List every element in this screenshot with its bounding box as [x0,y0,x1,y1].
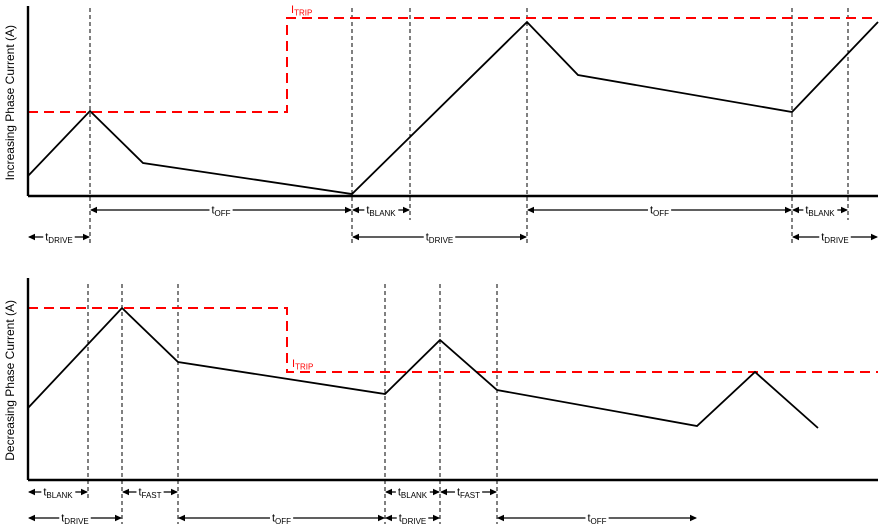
panel-decreasing: ITRIP tBLANK tFAST tDRIVE tOFF tBLANK tFAST tDR… [26,278,878,527]
arrowhead-left-icon [28,514,35,522]
arrowhead-right-icon [433,514,440,522]
timing-label: tBLANK [43,487,73,501]
label-background [803,204,838,218]
timing-label: tBLANK [805,205,835,219]
timing-annotation: tDRIVE [28,512,122,527]
timing-label: tDRIVE [61,513,89,527]
timing-annotation: tBLANK [352,204,410,219]
timing-annotation: tOFF [497,512,697,527]
itrip-threshold-line [28,17,878,113]
label-background [454,486,483,500]
arrowhead-right-icon [81,488,88,496]
timing-label: tOFF [650,205,669,219]
label-background [395,486,430,500]
timing-annotation: tOFF [178,512,385,527]
arrowhead-left-icon [385,488,392,496]
timing-annotation: tOFF [527,204,792,219]
timing-label: tDRIVE [399,513,427,527]
arrowhead-right-icon [83,233,90,241]
label-background [423,231,456,245]
timing-annotation: tFAST [440,486,497,501]
timing-label: tOFF [272,513,291,527]
arrowhead-right-icon [841,206,848,214]
label-background [819,231,851,245]
arrowhead-left-icon [178,514,185,522]
arrowhead-right-icon [345,206,352,214]
label-background [269,512,294,526]
arrowhead-right-icon [490,488,497,496]
arrowhead-left-icon [352,233,359,241]
timing-label: tFAST [138,487,161,501]
label-background [209,204,233,218]
arrowhead-left-icon [90,206,97,214]
arrowhead-left-icon [497,514,504,522]
arrowhead-right-icon [785,206,792,214]
timing-annotation: tBLANK [792,204,848,219]
timing-annotation: tDRIVE [792,231,878,246]
arrowhead-right-icon [378,514,385,522]
arrowhead-right-icon [520,233,527,241]
label-background [585,512,609,526]
arrowhead-left-icon [792,206,799,214]
itrip-label: ITRIP [291,4,312,18]
label-background [41,486,76,500]
arrowhead-right-icon [871,233,878,241]
arrowhead-right-icon [403,206,410,214]
label-background [396,512,429,526]
timing-annotation: tBLANK [385,486,440,501]
phase-current-waveform [27,20,879,195]
timing-label: tDRIVE [45,232,73,246]
timing-annotation: tDRIVE [28,231,90,246]
itrip-threshold-line [28,307,878,373]
arrowhead-left-icon [385,514,392,522]
label-background [364,204,399,218]
timing-label: tDRIVE [426,232,454,246]
label-background [43,231,75,245]
timing-label: tBLANK [366,205,396,219]
arrowhead-right-icon [115,514,122,522]
label-background [59,512,91,526]
label-background [136,486,164,500]
arrowhead-left-icon [527,206,534,214]
arrowhead-left-icon [440,488,447,496]
arrowhead-left-icon [122,488,129,496]
timing-label: tOFF [587,513,606,527]
itrip-label: ITRIP [292,358,313,372]
arrowhead-right-icon [171,488,178,496]
timing-label: tFAST [457,487,480,501]
panel-increasing: ITRIP tDRIVE tOFF tBLANK tDRIVE tOFF tBLANK tDR… [26,4,879,246]
timing-annotation: tFAST [122,486,178,501]
timing-label: tBLANK [398,487,428,501]
timing-annotation: tDRIVE [352,231,527,246]
arrowhead-left-icon [28,233,35,241]
arrowhead-right-icon [690,514,697,522]
label-background [647,204,672,218]
arrowhead-left-icon [28,488,35,496]
timing-annotation: tOFF [90,204,352,219]
timing-annotation: tBLANK [28,486,88,501]
arrowhead-left-icon [352,206,359,214]
timing-label: tOFF [211,205,230,219]
arrowhead-left-icon [792,233,799,241]
timing-label: tDRIVE [821,232,849,246]
arrowhead-right-icon [433,488,440,496]
phase-current-waveform [27,306,819,429]
timing-annotation: tDRIVE [385,512,440,527]
